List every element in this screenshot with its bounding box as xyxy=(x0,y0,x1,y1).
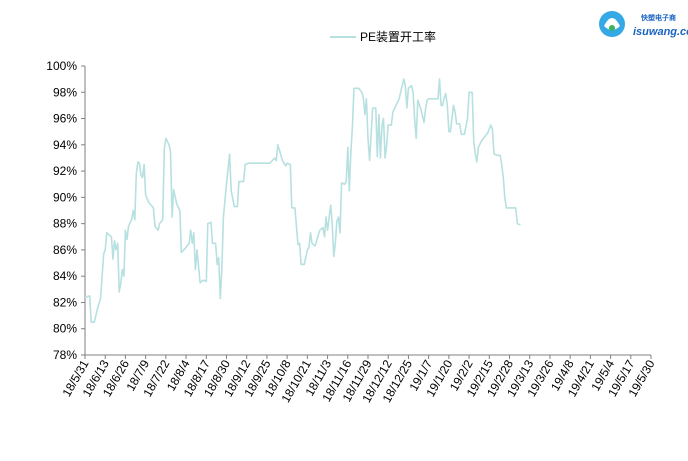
y-tick-label: 82% xyxy=(53,295,77,309)
y-tick-label: 98% xyxy=(53,85,77,99)
y-tick-label: 92% xyxy=(53,164,77,178)
series-line xyxy=(84,78,521,323)
y-tick-label: 90% xyxy=(53,190,77,204)
logo-leaf-icon xyxy=(604,18,620,30)
x-axis-ticks: 18/5/3118/6/1318/6/2618/7/918/7/2218/8/4… xyxy=(59,355,658,405)
y-tick-label: 86% xyxy=(53,243,77,257)
legend: PE装置开工率 xyxy=(330,29,436,44)
y-tick-label: 88% xyxy=(53,217,77,231)
logo: 快塑电子商 isuwang.co xyxy=(599,11,688,38)
y-tick-label: 80% xyxy=(53,322,77,336)
y-tick-label: 100% xyxy=(46,59,77,73)
y-tick-label: 78% xyxy=(53,348,77,362)
logo-dot-icon xyxy=(609,25,615,31)
y-tick-label: 84% xyxy=(53,269,77,283)
y-axis-ticks: 78% 80% 82% 84% 86% 88% 90% 92% 94% 96% 98% 100% xyxy=(46,59,85,362)
logo-cn-text: 快塑电子商 xyxy=(641,13,676,22)
series-layer xyxy=(84,78,521,323)
logo-en-text: isuwang.co xyxy=(633,26,688,38)
y-tick-label: 96% xyxy=(53,112,77,126)
axes xyxy=(84,66,651,356)
legend-label: PE装置开工率 xyxy=(360,29,436,44)
y-tick-label: 94% xyxy=(53,138,77,152)
